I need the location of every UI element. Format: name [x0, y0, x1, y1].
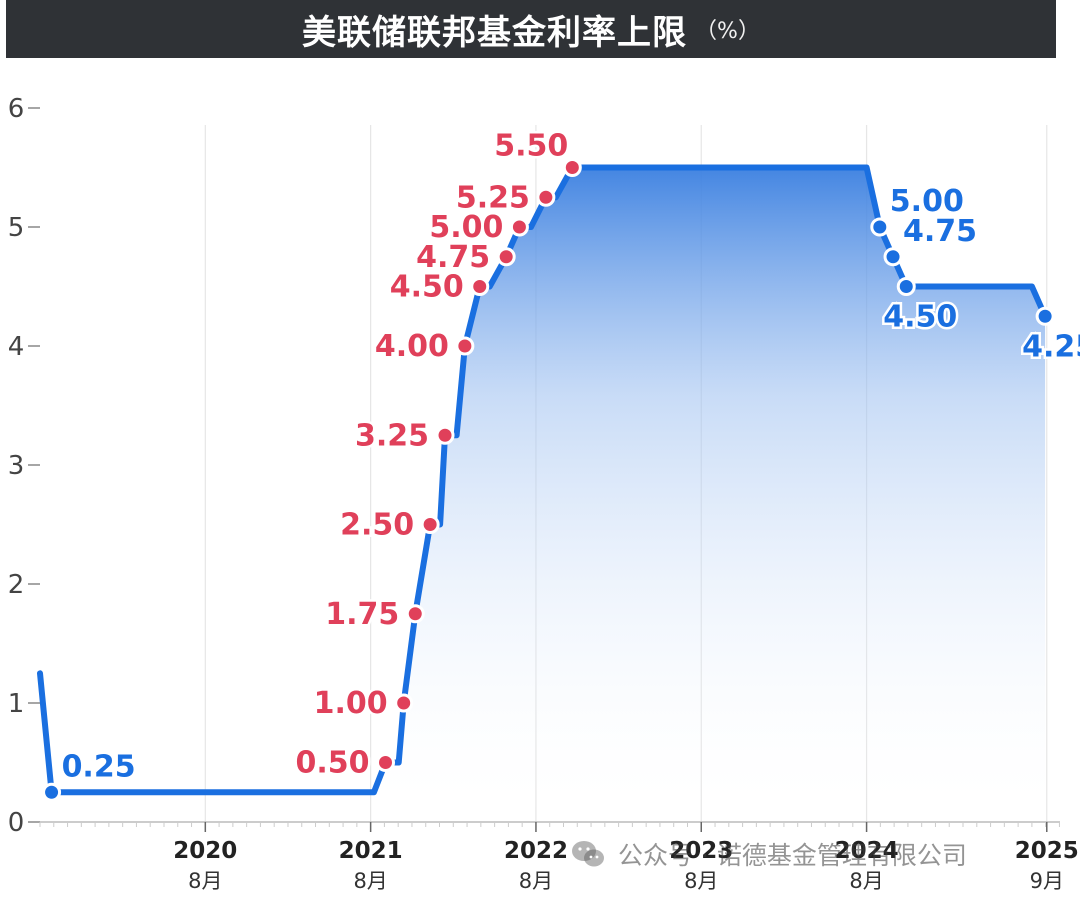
- rate-point: [435, 425, 455, 445]
- y-tick-label: 2: [8, 570, 25, 600]
- area-fill: [40, 167, 1046, 822]
- rate-point: [376, 753, 396, 772]
- rate-point-label: 0.50: [295, 746, 369, 781]
- rate-point: [496, 247, 516, 267]
- rate-point: [870, 217, 890, 237]
- rate-point-label: 5.50: [494, 129, 568, 164]
- rate-point: [470, 277, 490, 296]
- rate-point-label: 5.00: [890, 184, 964, 219]
- watermark-text: 公众号 · 诺德基金管理有限公司: [618, 841, 967, 870]
- rate-point-label: 3.25: [355, 418, 429, 453]
- rate-point-label: 4.50: [390, 270, 464, 305]
- rate-point-label: 4.25: [1022, 329, 1080, 364]
- axes: 0 1 2 3 4 5 6 2020 8月 2021 8月 2022 8月 2023 8月 2024 8月 202…: [8, 94, 1079, 893]
- rate-point: [42, 782, 62, 802]
- chart-unit: （%）: [695, 19, 760, 44]
- watermark: 公众号 · 诺德基金管理有限公司: [570, 836, 967, 872]
- x-tick-month: 9月: [1030, 869, 1064, 893]
- x-tick-year: 2021: [339, 838, 403, 864]
- rate-point: [1035, 306, 1055, 326]
- rate-point-label: 0.25: [62, 749, 136, 784]
- rate-point-label: 5.25: [456, 180, 530, 215]
- rate-point-label: 5.00: [429, 210, 503, 245]
- wechat-icon: [572, 841, 604, 867]
- x-tick-year: 2023: [669, 838, 733, 864]
- x-tick-month: 8月: [849, 869, 883, 893]
- rate-point-label: 4.00: [375, 329, 449, 364]
- y-tick-label: 1: [8, 689, 25, 719]
- rate-point: [420, 515, 440, 534]
- y-tick-label: 6: [8, 94, 25, 124]
- rate-point: [562, 158, 582, 177]
- x-tick-month: 8月: [353, 869, 387, 893]
- x-tick-year: 2024: [835, 838, 899, 864]
- rate-point-label: 4.75: [416, 240, 490, 275]
- rate-point: [394, 693, 414, 713]
- rate-point: [455, 336, 475, 356]
- rate-point-label: 2.50: [340, 508, 414, 543]
- y-tick-label: 5: [8, 213, 25, 243]
- rate-area: [40, 167, 1046, 822]
- x-tick-year: 2022: [504, 838, 568, 864]
- chart-title: 美联储联邦基金利率上限: [302, 12, 688, 53]
- y-tick-label: 3: [8, 451, 25, 481]
- rate-point-label: 4.75: [903, 214, 977, 249]
- x-tick-month: 8月: [188, 869, 222, 893]
- chart-title-bar: 美联储联邦基金利率上限 （%）: [6, 0, 1056, 58]
- x-tick-month: 8月: [519, 869, 553, 893]
- y-tick-label: 4: [8, 332, 25, 362]
- rate-point: [509, 217, 529, 237]
- rate-point: [405, 604, 425, 624]
- x-tick-month: 8月: [684, 869, 718, 893]
- x-tick-year: 2020: [173, 838, 237, 864]
- rate-point-label: 1.75: [325, 597, 399, 632]
- x-tick-year: 2025: [1015, 838, 1079, 864]
- rate-point: [896, 277, 916, 296]
- rate-point: [883, 247, 903, 267]
- y-tick-label: 0: [8, 808, 25, 838]
- rate-point: [536, 187, 556, 207]
- data-points: 0.25 0.501.001.752.503.254.004.504.755.00…: [42, 126, 1080, 802]
- rate-point-label: 4.50: [883, 300, 957, 335]
- rate-point-label: 1.00: [314, 686, 388, 721]
